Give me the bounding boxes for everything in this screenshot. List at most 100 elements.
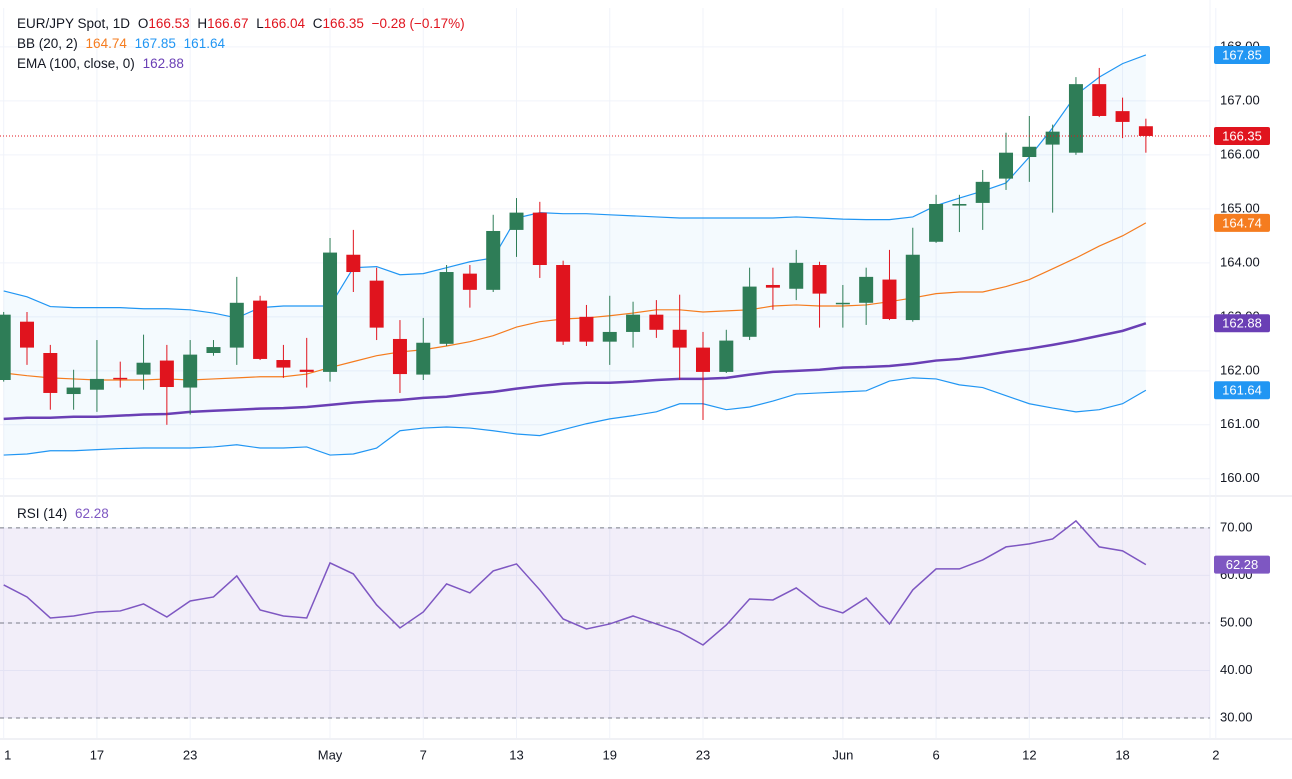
candle-body [742, 286, 757, 337]
ohlc-key: C [312, 16, 323, 31]
candle-body [0, 314, 11, 380]
indicator-value: 162.88 [142, 56, 184, 71]
candle-body [626, 314, 641, 332]
x-tick-label: May [318, 747, 343, 762]
candle-body [765, 284, 780, 288]
y-tick-label: 167.00 [1220, 92, 1260, 107]
header-line-1: EUR/JPY Spot, 1D O166.53 H166.67 L166.04… [17, 16, 469, 31]
candle-body [672, 329, 687, 348]
price-badge-label: 166.35 [1222, 128, 1262, 143]
price-badge-label: 162.88 [1222, 316, 1262, 331]
candle-body [859, 276, 874, 303]
price-badge [1214, 45, 1270, 64]
candle-body [346, 254, 361, 273]
band-fill [3, 54, 1146, 456]
rsi-band-fill [0, 527, 1210, 719]
x-tick-label: 12 [1022, 747, 1036, 762]
candle-body [695, 347, 710, 372]
candle-body [1068, 84, 1083, 153]
x-tick-label: 23 [696, 747, 710, 762]
candle-body [276, 360, 291, 368]
price-badge-label: 167.85 [1222, 47, 1262, 62]
y-tick-label: 40.00 [1220, 662, 1253, 677]
y-tick-label: 160.00 [1220, 470, 1260, 485]
candle-body [602, 331, 617, 342]
band-lower [3, 377, 1147, 456]
indicator-value: 164.74 [85, 36, 127, 51]
x-tick-label: 6 [932, 747, 939, 762]
candle-body [812, 264, 827, 294]
candle-body [882, 279, 897, 319]
price-badge [1214, 381, 1270, 400]
price-badge-label: 62.28 [1226, 557, 1259, 572]
ohlc-value: 166.67 [207, 16, 249, 31]
price-badge [1214, 126, 1270, 145]
x-tick-label: 1 [4, 747, 11, 762]
candle-body [1022, 146, 1037, 158]
symbol: EUR/JPY Spot, 1D [17, 16, 131, 31]
candle-body [43, 353, 58, 393]
axes: 1 17 23 May 7 13 19 23 Jun 6 12 18 2 160.00 161.00 162.… [4, 38, 1270, 762]
candle-body [649, 314, 664, 330]
change: −0.28 (−0.17%) [371, 16, 465, 31]
indicator-name: RSI (14) [17, 506, 68, 521]
y-tick-label: 166.00 [1220, 146, 1260, 161]
ohlc-value: 166.53 [148, 16, 190, 31]
candle-body [183, 354, 198, 388]
candle-body [462, 273, 477, 290]
candle-body [1092, 84, 1107, 116]
candle-body [20, 321, 34, 348]
candle-body [952, 203, 967, 206]
candle-body [439, 272, 454, 344]
candle-body [1115, 111, 1130, 122]
candle-body [89, 378, 104, 390]
candle-body [253, 300, 268, 359]
y-tick-label: 50.00 [1220, 614, 1253, 629]
candle-body [905, 254, 920, 321]
x-tick-label: 17 [90, 747, 104, 762]
band-upper [3, 54, 1147, 319]
y-tick-label: 162.00 [1220, 362, 1260, 377]
candle-body [999, 152, 1014, 179]
candle-body [416, 342, 431, 375]
candle-body [229, 302, 244, 348]
price-badge-label: 161.64 [1222, 383, 1262, 398]
candle-body [929, 203, 944, 242]
candle-body [323, 252, 338, 372]
x-tick-label: 23 [183, 747, 197, 762]
ohlc-key: H [197, 16, 208, 31]
ohlc-key: L [256, 16, 264, 31]
ema-line [3, 322, 1147, 421]
price-badge [1214, 314, 1270, 333]
header-line-3: EMA (100, close, 0) 162.88 [17, 56, 188, 71]
x-tick-label: 13 [509, 747, 523, 762]
candle-body [1045, 131, 1060, 145]
indicator-name: BB (20, 2) [17, 36, 78, 51]
price-badge [1214, 555, 1270, 574]
candle-body [136, 362, 151, 375]
candle-body [975, 181, 990, 203]
candle-body [159, 360, 174, 388]
candle-body [392, 338, 407, 375]
price-badge-label: 164.74 [1222, 215, 1262, 230]
header-line-2: BB (20, 2) 164.74 167.85 161.64 [17, 36, 229, 51]
candle-body [113, 377, 128, 380]
indicator-name: EMA (100, close, 0) [17, 56, 135, 71]
x-tick-label: 18 [1115, 747, 1129, 762]
candle-body [719, 340, 734, 372]
candle-body [509, 212, 524, 230]
x-tick-label: 2 [1212, 747, 1219, 762]
x-tick-label: 7 [420, 747, 427, 762]
candle-body [66, 387, 81, 395]
candle-body [369, 280, 384, 328]
indicator-value: 62.28 [75, 506, 109, 521]
x-tick-label: 19 [603, 747, 617, 762]
y-tick-label: 30.00 [1220, 709, 1253, 724]
candle-body [556, 264, 571, 342]
candle-body [486, 230, 501, 290]
price-pane [0, 54, 1210, 456]
candle-body [835, 302, 850, 305]
ohlc-key: O [137, 16, 149, 31]
